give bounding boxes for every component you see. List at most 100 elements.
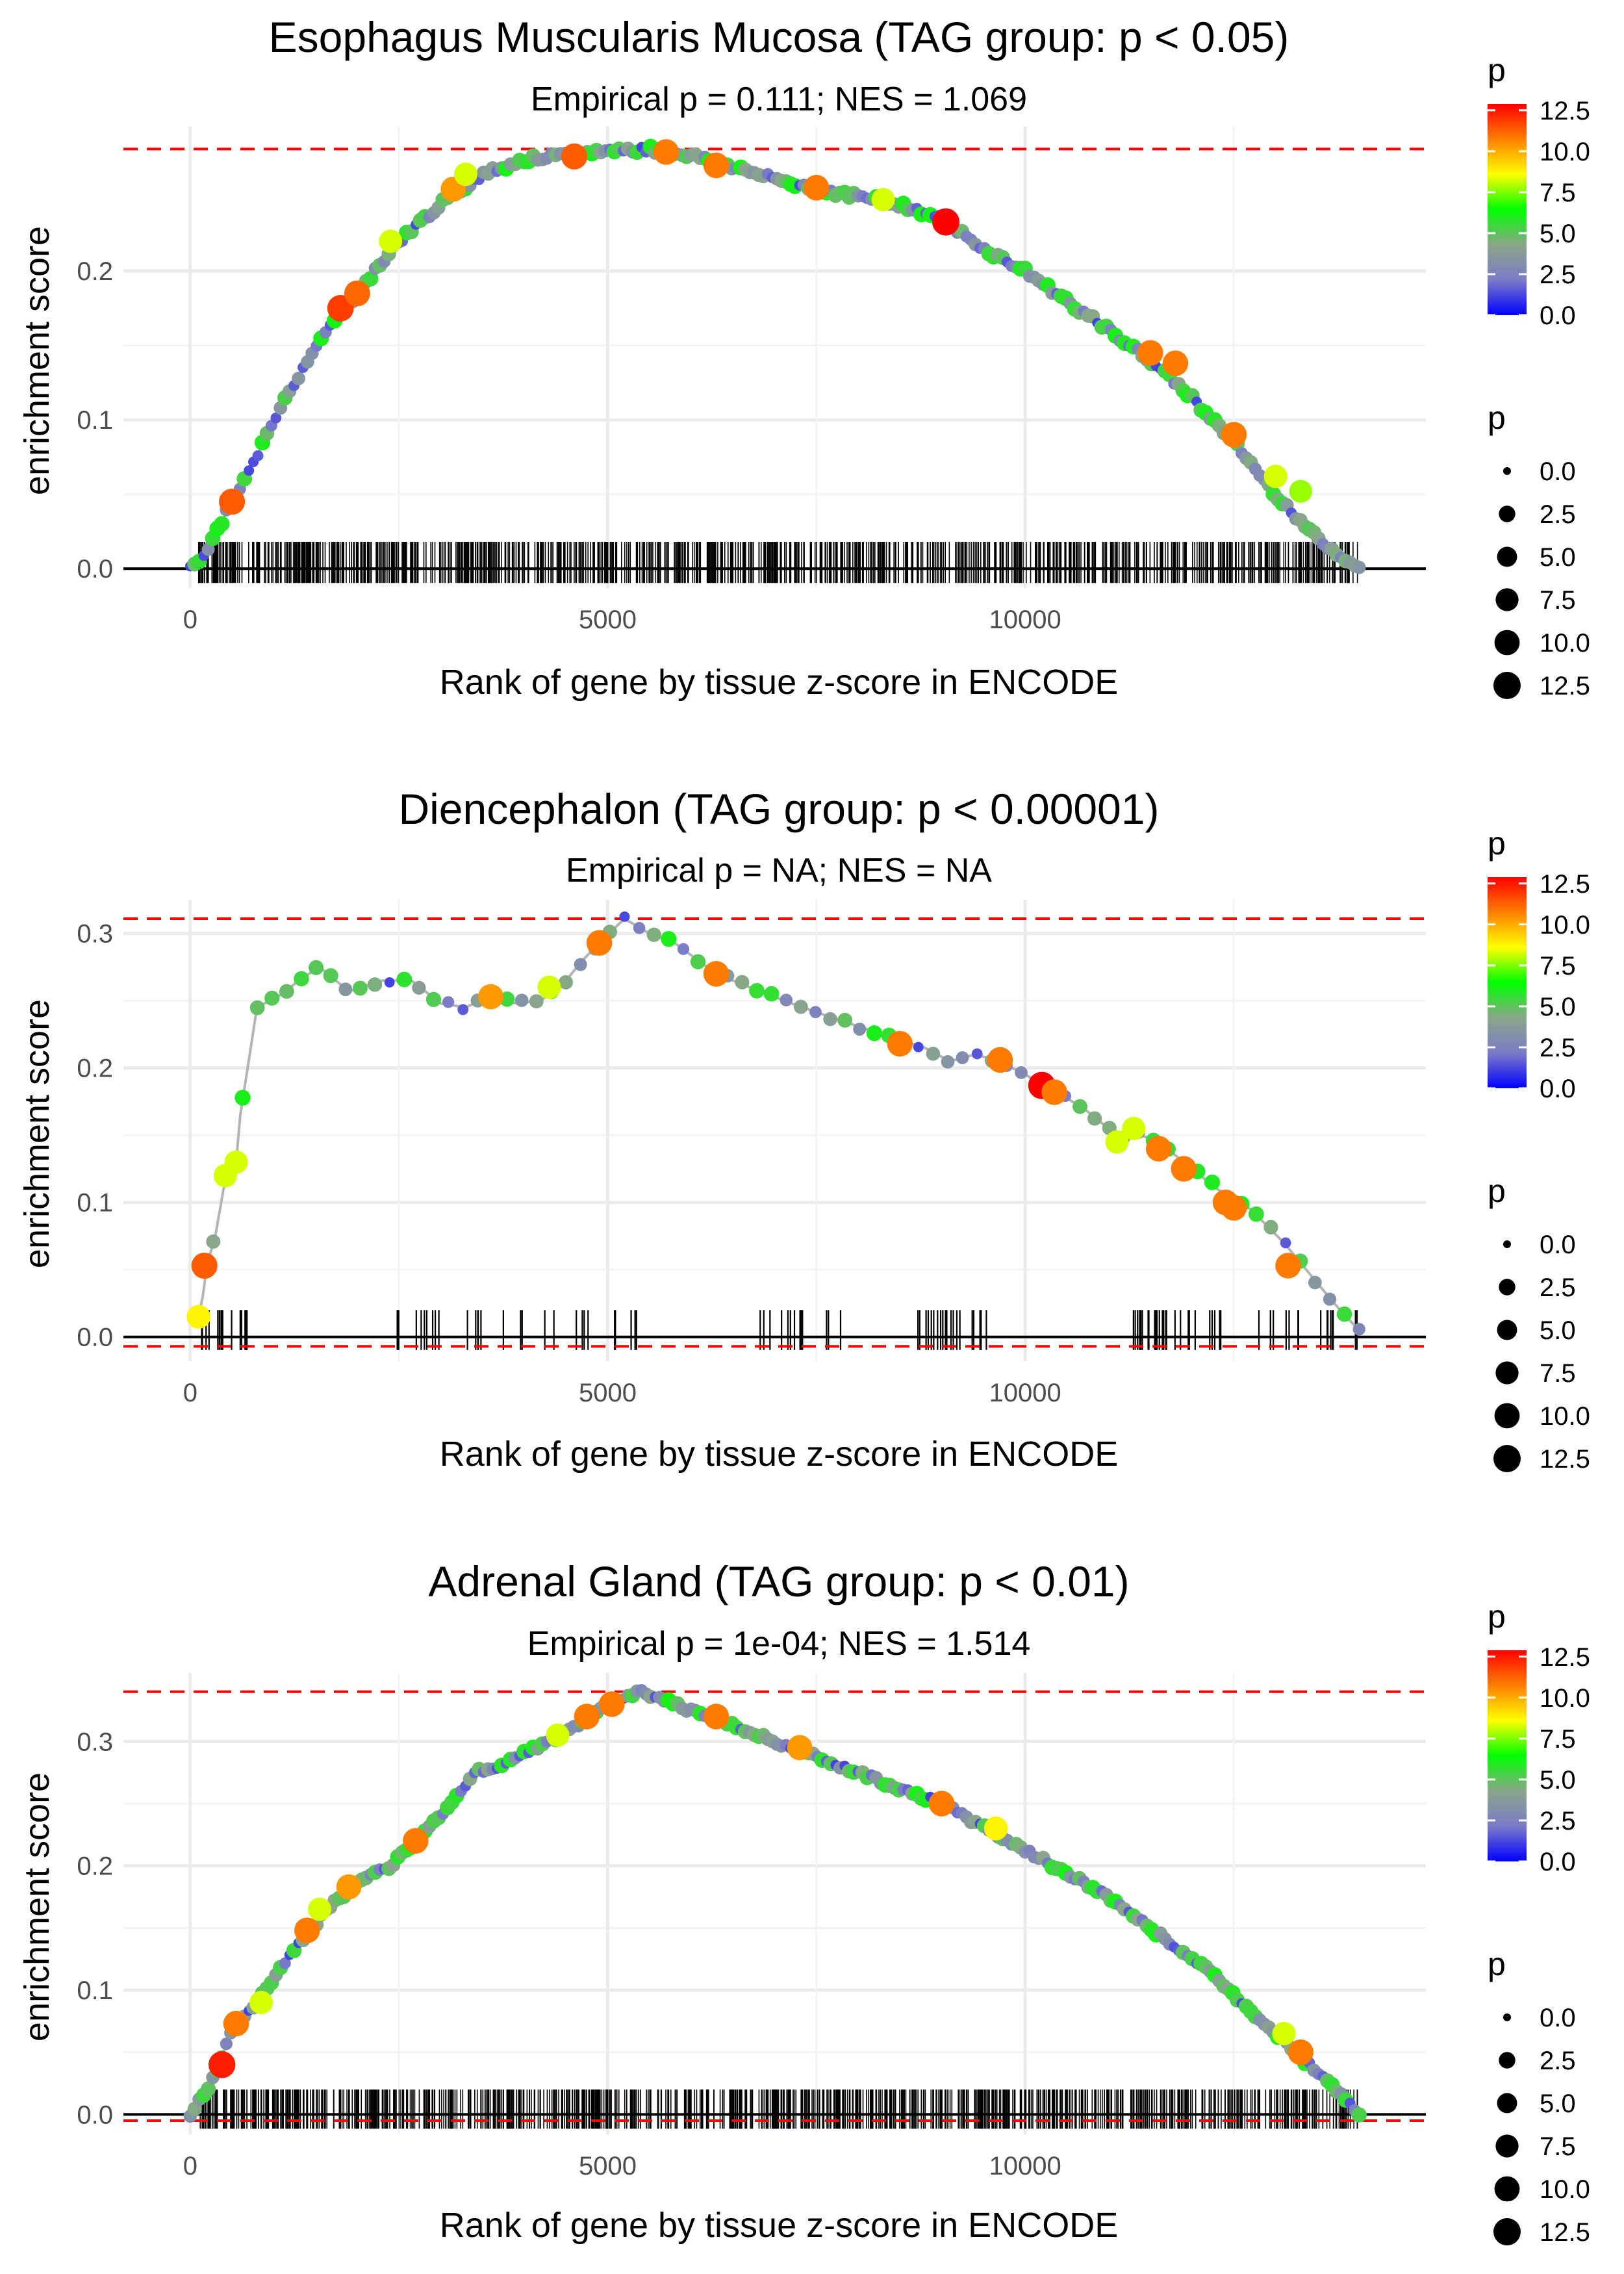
y-tick-label: 0.0 (77, 1323, 113, 1352)
color-bar-tick-label: 12.5 (1540, 870, 1590, 899)
data-point (352, 980, 368, 996)
color-bar-tick-label: 10.0 (1540, 1684, 1590, 1713)
highlight-point (1275, 1253, 1301, 1279)
x-tick-label: 5000 (579, 606, 637, 634)
data-point (206, 1234, 221, 1249)
data-point (457, 1004, 469, 1016)
size-legend-key (1503, 2013, 1511, 2021)
color-bar-tick-label: 2.5 (1540, 1034, 1576, 1062)
data-point (735, 975, 750, 990)
highlight-point (586, 930, 613, 956)
data-point (264, 990, 280, 1006)
data-point (384, 977, 395, 988)
size-legend-label: 10.0 (1540, 1402, 1590, 1431)
color-bar-tick-label: 2.5 (1540, 1807, 1576, 1835)
data-point (362, 271, 379, 287)
chart-title: Diencephalon (TAG group: p < 0.00001) (398, 785, 1159, 833)
highlight-point (1162, 350, 1189, 376)
size-legend-label: 0.0 (1540, 1231, 1576, 1259)
legend: p 0.0 2.5 5.0 7.5 10.0 12.5 p 0.0 2.5 5.0 7.5 10.0 12… (1488, 1598, 1590, 2247)
size-legend-key (1495, 1361, 1519, 1385)
highlight-point (703, 961, 730, 987)
highlight-point (453, 162, 477, 186)
size-legend-label: 7.5 (1540, 1359, 1576, 1388)
data-point (201, 543, 215, 556)
highlight-point (1263, 465, 1288, 489)
data-point (809, 1006, 822, 1019)
data-point (294, 971, 309, 987)
enrichment-curve (189, 1690, 1360, 2115)
size-legend-label: 5.0 (1540, 2089, 1576, 2118)
highlight-point (223, 2010, 249, 2037)
highlight-point (599, 1691, 625, 1717)
highlight-point (327, 295, 354, 322)
highlight-point (787, 1735, 813, 1761)
y-axis-label: enrichment score (18, 226, 57, 495)
size-legend-key (1494, 630, 1520, 656)
data-point (646, 927, 661, 942)
size-legend-key (1499, 505, 1516, 522)
highlight-point (249, 1991, 273, 2015)
chart-panel-2: Diencephalon (TAG group: p < 0.00001) Em… (18, 785, 1590, 1474)
size-legend-label: 7.5 (1540, 586, 1576, 615)
color-legend-title: p (1488, 825, 1506, 862)
y-tick-label: 0.1 (77, 406, 113, 435)
data-point (252, 450, 264, 461)
data-point (323, 968, 338, 984)
chart-subtitle: Empirical p = NA; NES = NA (566, 852, 992, 889)
size-legend-key (1493, 672, 1521, 699)
color-bar-tick-label: 10.0 (1540, 138, 1590, 166)
highlight-point (308, 1897, 332, 1921)
y-axis-label: enrichment score (18, 999, 57, 1268)
highlight-point (804, 175, 830, 201)
data-point (956, 1051, 969, 1064)
highlight-point (932, 208, 959, 236)
chart-subtitle: Empirical p = 1e-04; NES = 1.514 (527, 1625, 1031, 1663)
size-legend-key (1497, 1320, 1517, 1340)
highlight-point (703, 1704, 730, 1730)
size-legend-label: 2.5 (1540, 500, 1576, 529)
color-bar-tick-label: 5.0 (1540, 1766, 1576, 1795)
size-legend-label: 2.5 (1540, 1273, 1576, 1302)
data-point (1072, 1099, 1088, 1114)
data-point (279, 1957, 291, 1969)
data-point (1204, 1174, 1221, 1190)
data-point (690, 954, 706, 969)
data-point (1087, 1111, 1102, 1126)
data-point (201, 2081, 216, 2097)
size-legend-label: 10.0 (1540, 2175, 1590, 2204)
data-point (837, 1012, 853, 1028)
highlight-point (403, 1828, 429, 1854)
data-point (214, 516, 230, 532)
y-tick-label: 0.0 (77, 2101, 113, 2129)
y-tick-label: 0.2 (77, 1054, 113, 1083)
y-tick-label: 0.1 (77, 1976, 113, 2005)
highlight-point (1137, 340, 1163, 366)
highlight-point (1288, 2039, 1313, 2065)
color-bar-tick-label: 5.0 (1540, 993, 1576, 1021)
highlight-point (344, 280, 370, 307)
highlight-point (1105, 1130, 1129, 1154)
data-point (866, 1025, 883, 1041)
size-legend-key (1503, 1240, 1511, 1248)
x-tick-label: 10000 (989, 1379, 1061, 1407)
size-legend-label: 5.0 (1540, 1316, 1576, 1345)
size-legend-key (1499, 1279, 1516, 1296)
highlight-point (887, 1030, 913, 1057)
y-tick-label: 0.0 (77, 555, 113, 583)
data-point (853, 1023, 867, 1036)
color-bar-tick-label: 7.5 (1540, 952, 1576, 980)
highlight-point (574, 1704, 600, 1730)
highlight-point (1289, 479, 1312, 503)
data-point (279, 984, 294, 999)
data-point (763, 986, 780, 1002)
plot-area: 0.0 0.1 0.2 0.3 0 5000 10000 (77, 900, 1426, 1407)
data-point (677, 943, 690, 955)
data-point (926, 1047, 941, 1061)
x-axis-label: Rank of gene by tissue z-score in ENCODE (440, 1435, 1118, 1474)
chart-panel-1: Esophagus Muscularis Mucosa (TAG group: … (18, 13, 1590, 702)
data-point (1308, 1275, 1322, 1290)
highlight-point (224, 1150, 248, 1174)
data-point (913, 1041, 924, 1053)
